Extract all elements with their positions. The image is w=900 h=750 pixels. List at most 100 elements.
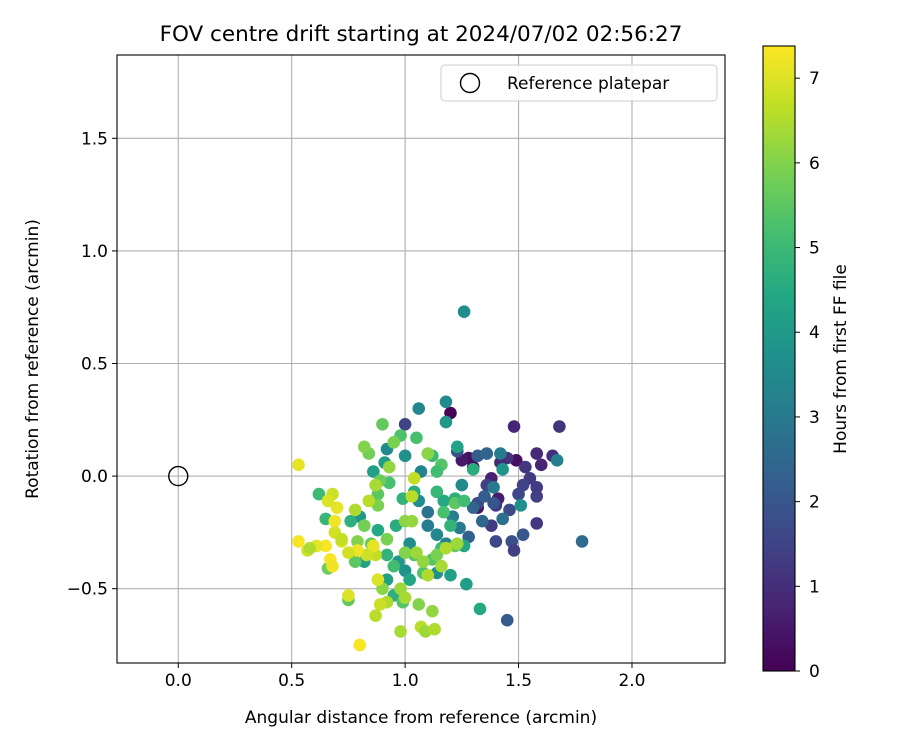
data-point [489, 535, 503, 548]
data-point [371, 573, 385, 586]
plot-frame [116, 54, 726, 664]
legend-frame [440, 64, 718, 102]
data-point [439, 395, 453, 409]
data-point [444, 519, 457, 532]
data-point [460, 577, 473, 591]
data-point [426, 604, 439, 618]
data-point [487, 481, 500, 494]
data-point [421, 519, 435, 532]
data-point [500, 613, 514, 627]
data-point [516, 528, 530, 541]
data-point [450, 537, 464, 550]
colorbar-label: Hours from first FF file [831, 264, 851, 454]
data-point [405, 490, 419, 503]
data-point [575, 535, 589, 548]
data-point [553, 420, 566, 433]
data-point [430, 528, 444, 541]
x-tick-label: 0.5 [278, 671, 305, 691]
data-point [444, 568, 457, 582]
data-point [439, 541, 453, 555]
data-point [507, 420, 521, 433]
colorbar-tick-label: 1 [809, 577, 820, 597]
data-point [342, 589, 355, 602]
colorbar-tick-label: 4 [809, 323, 820, 343]
data-point [435, 559, 448, 573]
data-point [450, 440, 464, 454]
data-point [437, 505, 450, 519]
data-point [416, 555, 430, 568]
data-point [394, 625, 407, 638]
data-point [380, 548, 394, 562]
data-point [357, 519, 371, 532]
data-point [421, 447, 435, 460]
y-axis-label: Rotation from reference (arcmin) [23, 219, 43, 499]
data-point [398, 591, 412, 604]
colorbar-tick-label: 3 [809, 408, 820, 428]
data-point [503, 503, 516, 517]
plot-area: 0.0 0.5 1.0 1.5 2.0 −0.5 0.0 0.5 1.0 1.5 [67, 54, 726, 691]
data-point [362, 494, 376, 508]
data-point [403, 573, 416, 586]
data-point [530, 447, 544, 460]
data-point [410, 546, 423, 559]
data-point [292, 458, 305, 472]
data-point [412, 598, 426, 611]
reference-point-marker [168, 465, 189, 487]
data-point [335, 532, 348, 546]
data-point [421, 505, 435, 519]
data-point [398, 418, 412, 431]
data-point [466, 501, 480, 514]
y-tick-label: 0.5 [81, 355, 108, 375]
data-point [550, 454, 564, 467]
data-point [473, 602, 487, 616]
data-point [373, 598, 387, 611]
data-point [367, 465, 380, 478]
legend-label-reference: Reference platepar [507, 74, 669, 94]
x-tick-label: 1.0 [392, 671, 419, 691]
data-point [475, 514, 489, 528]
data-point [292, 535, 305, 548]
data-point [353, 638, 367, 652]
legend-marker-reference [459, 72, 481, 94]
data-point [430, 465, 444, 478]
colorbar-tick-label: 5 [809, 239, 820, 259]
data-point [407, 472, 421, 485]
data-point [530, 517, 544, 530]
data-point [478, 490, 491, 503]
data-point [303, 541, 317, 555]
colorbar-tick-label: 2 [809, 493, 820, 513]
data-point [439, 415, 453, 429]
y-tick-label: 1.0 [81, 242, 108, 262]
data-point [387, 436, 401, 449]
data-point [530, 481, 544, 494]
data-point [330, 501, 344, 514]
y-tick-label: 0.0 [81, 467, 108, 487]
data-point [319, 539, 333, 553]
data-point [514, 499, 528, 512]
data-point [387, 559, 401, 573]
data-point [457, 494, 471, 508]
colorbar: 0 1 2 3 4 5 6 7 [762, 45, 820, 682]
data-point [369, 478, 382, 492]
data-point [437, 494, 450, 508]
data-point [410, 431, 423, 445]
data-point [326, 559, 339, 573]
data-point [428, 622, 441, 636]
data-point [398, 546, 412, 559]
data-point [507, 544, 521, 557]
data-point [405, 514, 419, 528]
data-point [369, 609, 382, 623]
y-tick-label: −0.5 [67, 580, 108, 600]
data-point [376, 418, 389, 431]
data-point [382, 460, 396, 474]
colorbar-tick-label: 7 [809, 69, 820, 89]
data-point [457, 305, 471, 319]
data-point [357, 440, 371, 454]
data-point [342, 546, 355, 559]
data-point [412, 402, 426, 415]
x-axis-label: Angular distance from reference (arcmin) [245, 708, 597, 728]
colorbar-gradient [762, 45, 796, 672]
data-point [328, 514, 342, 528]
data-point [348, 555, 362, 568]
